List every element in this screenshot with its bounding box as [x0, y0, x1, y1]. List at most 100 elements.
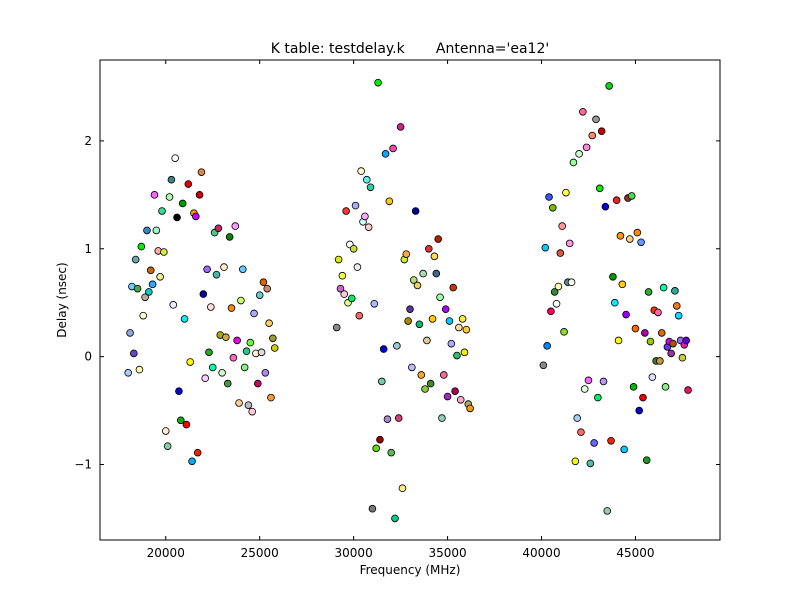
data-point — [193, 448, 202, 457]
data-point — [231, 222, 240, 230]
data-point — [214, 224, 223, 233]
data-point — [269, 334, 277, 343]
data-point — [678, 353, 687, 362]
data-point — [639, 393, 647, 402]
data-point — [562, 188, 570, 197]
data-point — [188, 457, 196, 466]
x-tick-label: 40000 — [522, 546, 560, 560]
data-point — [672, 302, 681, 310]
data-point — [654, 308, 662, 317]
x-tick-label: 20000 — [147, 546, 185, 560]
data-point — [466, 404, 474, 413]
data-point — [376, 435, 384, 444]
data-point — [124, 369, 132, 377]
data-point — [586, 459, 595, 468]
data-point — [404, 317, 412, 325]
data-point — [379, 345, 388, 353]
data-point — [135, 365, 144, 374]
data-point — [610, 298, 619, 307]
y-axis-label: Delay (nsec) — [55, 262, 69, 337]
data-point — [220, 263, 228, 271]
data-point — [458, 315, 467, 323]
data-point — [362, 175, 371, 184]
data-point — [415, 320, 424, 329]
data-point — [569, 158, 578, 167]
data-point — [218, 369, 226, 377]
data-point — [197, 168, 206, 176]
data-point — [411, 207, 420, 215]
data-point — [441, 305, 450, 313]
data-point — [374, 78, 382, 87]
data-point — [453, 351, 461, 360]
data-point — [160, 248, 168, 256]
x-tick-label: 25000 — [241, 546, 279, 560]
data-point — [637, 238, 645, 247]
data-point — [145, 288, 153, 296]
data-point — [667, 349, 675, 358]
data-point — [558, 222, 566, 230]
data-point — [398, 484, 407, 493]
data-point — [372, 444, 380, 453]
data-point — [607, 436, 615, 445]
data-point — [227, 304, 236, 312]
data-point — [641, 329, 649, 337]
data-point — [212, 270, 221, 279]
data-point — [180, 315, 189, 323]
data-point — [408, 363, 416, 372]
data-point — [455, 323, 463, 332]
data-point — [447, 339, 456, 348]
data-point — [580, 385, 589, 393]
data-point — [548, 203, 557, 212]
data-point — [370, 299, 379, 308]
data-point — [261, 369, 270, 377]
data-point — [616, 232, 625, 240]
data-point — [381, 150, 390, 158]
x-tick-label: 35000 — [428, 546, 466, 560]
data-point — [552, 299, 561, 308]
data-point — [161, 427, 170, 435]
data-point — [579, 107, 587, 116]
data-point — [255, 291, 264, 299]
data-point — [248, 407, 256, 416]
data-point — [250, 309, 258, 318]
data-point — [385, 197, 394, 206]
data-point — [622, 310, 630, 319]
data-point — [445, 317, 454, 325]
data-point — [141, 293, 149, 302]
data-point — [205, 348, 213, 357]
data-point — [338, 271, 347, 280]
data-point — [629, 383, 638, 391]
data-point — [173, 213, 181, 222]
data-point — [223, 379, 232, 388]
data-point — [443, 392, 452, 401]
data-point — [423, 336, 431, 345]
data-point — [573, 414, 582, 422]
data-point — [178, 199, 187, 208]
data-point — [612, 196, 621, 205]
data-point — [595, 184, 604, 193]
data-point — [462, 325, 471, 334]
data-point — [460, 348, 469, 357]
data-point — [541, 243, 550, 252]
data-point — [130, 349, 138, 358]
data-point — [417, 371, 426, 379]
data-point — [605, 82, 613, 90]
y-tick-label: 0 — [84, 350, 92, 364]
data-point — [599, 377, 608, 386]
data-point — [633, 228, 642, 237]
data-point — [565, 239, 574, 248]
data-point — [263, 284, 272, 293]
data-point — [182, 420, 191, 429]
data-point — [402, 250, 411, 258]
data-point — [349, 244, 358, 253]
data-point — [661, 383, 670, 391]
data-point — [424, 244, 433, 253]
data-point — [254, 379, 262, 388]
data-point — [545, 193, 553, 201]
data-point — [669, 339, 677, 348]
data-point — [577, 428, 585, 436]
data-point — [413, 281, 422, 290]
data-point — [571, 457, 580, 466]
data-point — [171, 154, 179, 162]
